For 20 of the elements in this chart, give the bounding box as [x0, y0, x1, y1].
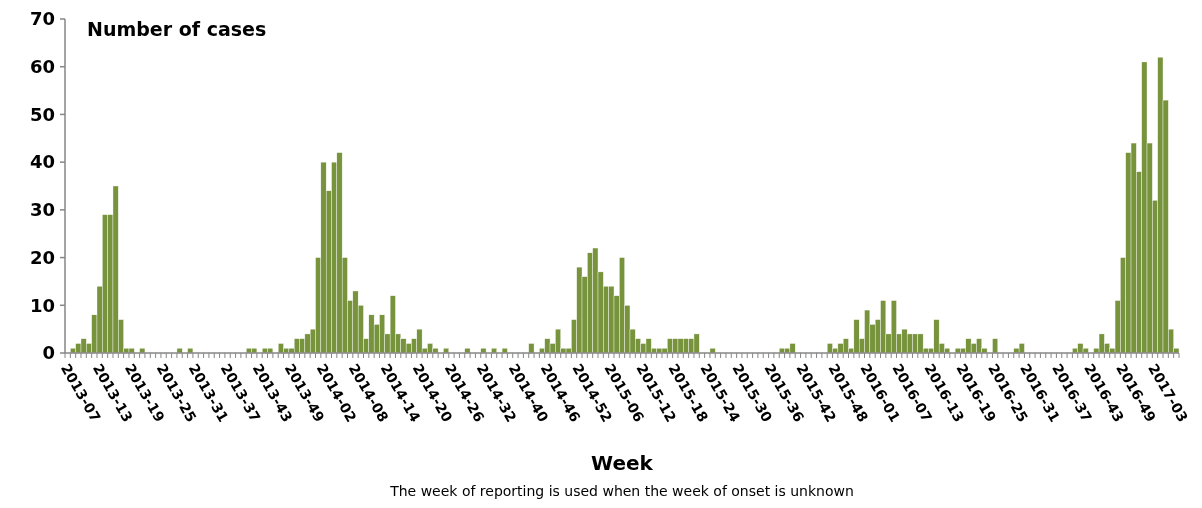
y-tick-label: 0 [42, 342, 55, 364]
x-axis-title: Week [591, 451, 654, 475]
bar [992, 338, 998, 354]
bar [187, 348, 194, 354]
bar [464, 348, 471, 354]
bar [709, 348, 716, 354]
text: The week of reporting is used when the week of onset is unknown [389, 483, 854, 499]
bar [480, 348, 487, 354]
bar [528, 343, 535, 354]
y-tick-label: 40 [29, 151, 55, 173]
bar [501, 348, 508, 354]
chart-title: Number of cases [87, 17, 267, 40]
bar [176, 348, 183, 354]
y-tick-label: 10 [29, 294, 55, 316]
y-tick-label: 50 [29, 103, 55, 125]
y-tick-label: 30 [29, 199, 55, 221]
y-tick-label: 70 [29, 8, 55, 30]
bar [139, 348, 146, 354]
y-tick-label: 20 [29, 246, 55, 268]
y-tick-label: 60 [29, 56, 55, 78]
